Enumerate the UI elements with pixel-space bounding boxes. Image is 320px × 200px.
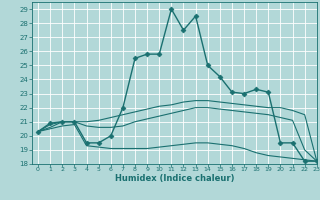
X-axis label: Humidex (Indice chaleur): Humidex (Indice chaleur)	[115, 174, 234, 183]
